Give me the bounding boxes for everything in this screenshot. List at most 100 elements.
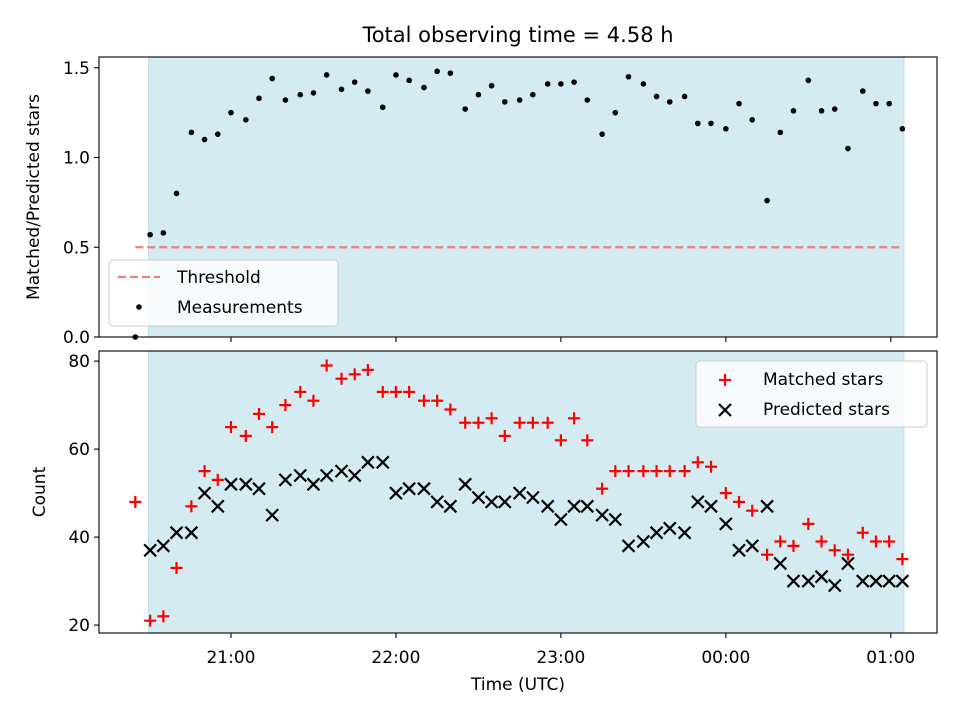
matched-star-point bbox=[802, 517, 815, 530]
measurement-point bbox=[365, 88, 371, 94]
matched-star-point bbox=[472, 416, 485, 429]
predicted-star-point bbox=[691, 495, 705, 509]
matched-star-point bbox=[459, 416, 472, 429]
matched-star-point bbox=[541, 416, 554, 429]
matched-star-point bbox=[157, 610, 170, 623]
measurement-point bbox=[297, 91, 304, 98]
measurement-point bbox=[201, 136, 208, 143]
predicted-legend-label: Predicted stars bbox=[763, 400, 890, 420]
predicted-star-point bbox=[745, 539, 760, 553]
matched-star-point bbox=[815, 535, 828, 548]
measurement-point bbox=[256, 95, 262, 102]
predicted-star-point bbox=[210, 499, 225, 514]
matched-star-point bbox=[253, 407, 266, 420]
measurement-point bbox=[462, 106, 469, 112]
predicted-star-point bbox=[458, 477, 472, 492]
measurement-point bbox=[708, 120, 714, 127]
measurement-point bbox=[214, 131, 221, 137]
matched-star-point bbox=[485, 412, 498, 425]
matched-star-point bbox=[129, 495, 142, 508]
predicted-star-point bbox=[801, 574, 816, 588]
measurement-point bbox=[612, 109, 619, 116]
predicted-star-point bbox=[512, 486, 527, 500]
measurement-point bbox=[147, 231, 153, 238]
measurement-point bbox=[282, 97, 289, 103]
measurement-point bbox=[695, 120, 701, 127]
measurement-point bbox=[160, 230, 167, 236]
predicted-star-point bbox=[197, 486, 212, 500]
matched-star-point bbox=[294, 385, 307, 398]
matched-star-point bbox=[348, 368, 361, 381]
matched-star-point bbox=[335, 372, 348, 385]
bottom-y-tick-label: 60 bbox=[68, 440, 90, 460]
measurement-point bbox=[530, 91, 536, 98]
matched-star-point bbox=[869, 535, 882, 548]
measurements-legend-swatch bbox=[136, 304, 142, 310]
matched-star-point bbox=[498, 429, 511, 442]
measurement-point bbox=[558, 81, 564, 87]
measurement-point bbox=[790, 108, 797, 114]
matched-star-point bbox=[224, 421, 237, 434]
top-y-axis-label: Matched/Predicted stars bbox=[24, 94, 44, 300]
predicted-legend-swatch bbox=[718, 403, 732, 417]
measurement-point bbox=[379, 104, 386, 111]
predicted-star-point bbox=[869, 574, 883, 588]
bottom-plot-frame bbox=[98, 350, 938, 634]
matched-star-point bbox=[746, 504, 759, 517]
predicted-star-point bbox=[786, 574, 801, 588]
predicted-star-point bbox=[580, 499, 595, 514]
measurement-point bbox=[393, 72, 399, 78]
bottom-y-tick-label: 20 bbox=[68, 616, 90, 636]
matched-star-point bbox=[513, 416, 526, 429]
predicted-star-point bbox=[760, 499, 774, 514]
measurement-point bbox=[831, 106, 838, 112]
chart-title: Total observing time = 4.58 h bbox=[361, 23, 673, 47]
matched-star-point bbox=[170, 561, 183, 574]
matched-star-point bbox=[896, 553, 909, 566]
predicted-star-point bbox=[430, 495, 444, 509]
predicted-star-point bbox=[773, 556, 788, 571]
matched-star-point bbox=[650, 465, 663, 478]
matched-star-point bbox=[774, 535, 787, 548]
measurement-point bbox=[323, 72, 330, 78]
measurement-point bbox=[173, 190, 180, 197]
predicted-star-point bbox=[319, 468, 334, 483]
bottom-legend-box bbox=[695, 360, 928, 428]
matched-star-point bbox=[568, 412, 581, 425]
x-tick-label: 22:00 bbox=[371, 648, 420, 668]
matched-star-point bbox=[883, 535, 896, 548]
matched-star-point bbox=[279, 399, 292, 412]
measurement-point bbox=[516, 97, 523, 103]
matched-star-point bbox=[185, 500, 198, 513]
predicted-star-point bbox=[608, 512, 623, 527]
measurement-point bbox=[571, 79, 577, 85]
matched-star-point bbox=[526, 416, 539, 429]
predicted-star-point bbox=[252, 481, 266, 496]
predicted-star-point bbox=[443, 499, 458, 514]
x-tick-label: 21:00 bbox=[206, 648, 255, 668]
top-plot-frame bbox=[98, 56, 938, 338]
top-legend: Threshold Measurements bbox=[108, 259, 339, 327]
predicted-star-point bbox=[265, 508, 279, 522]
predicted-star-point bbox=[143, 543, 157, 558]
measurement-point bbox=[502, 99, 508, 105]
predicted-star-point bbox=[855, 574, 870, 588]
top-y-tick-label: 1.5 bbox=[63, 59, 90, 79]
predicted-star-point bbox=[484, 495, 499, 509]
matched-star-point bbox=[307, 394, 320, 407]
measurement-point bbox=[640, 81, 647, 87]
measurement-point bbox=[845, 145, 851, 152]
matched-star-point bbox=[705, 460, 718, 473]
predicted-star-point bbox=[375, 455, 390, 470]
matched-star-point bbox=[733, 495, 746, 508]
top-y-tick-label: 0.5 bbox=[63, 238, 90, 258]
matched-star-point bbox=[211, 473, 224, 486]
matched-legend-label: Matched stars bbox=[763, 370, 883, 390]
top-legend-box bbox=[108, 259, 339, 327]
matched-star-point bbox=[581, 434, 594, 447]
matched-star-point bbox=[787, 539, 800, 552]
matched-star-point bbox=[609, 465, 622, 478]
x-tick-label: 00:00 bbox=[701, 648, 750, 668]
matched-star-point bbox=[198, 465, 211, 478]
matched-star-point bbox=[403, 385, 416, 398]
